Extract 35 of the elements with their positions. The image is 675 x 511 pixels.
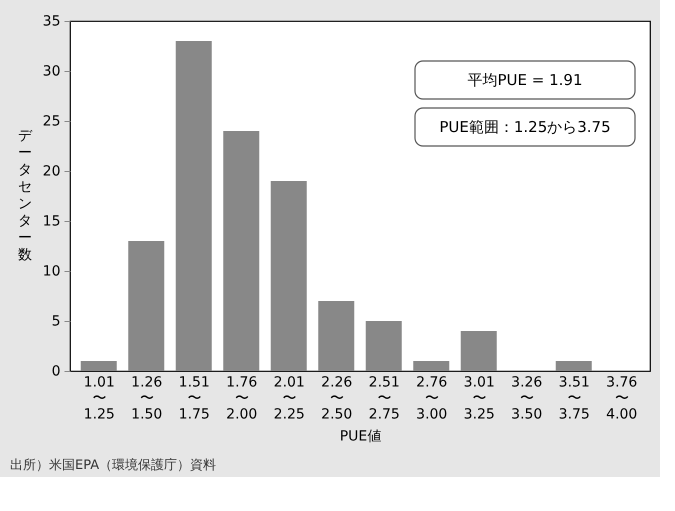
y-tick-label: 10: [42, 264, 60, 280]
x-tick-label: 3.51 〜 3.75: [558, 374, 590, 422]
bar: [318, 301, 354, 371]
annotation: PUE範囲：1.25から3.75: [439, 118, 611, 136]
y-tick-label: 35: [42, 14, 60, 30]
text: 出所）米国EPA（環境保護庁）資料: [10, 457, 216, 473]
x-tick-label: 3.26 〜 3.50: [511, 374, 542, 422]
y-tick-label: 15: [42, 214, 60, 230]
x-tick-label: 1.51 〜 1.75: [178, 374, 210, 422]
x-tick-label: 2.51 〜 2.75: [368, 374, 400, 422]
annotation: 平均PUE = 1.91: [467, 71, 583, 89]
x-axis-title: PUE値: [340, 428, 382, 444]
bar: [366, 321, 402, 371]
y-tick-label: 5: [52, 314, 60, 330]
x-tick-label: 3.76 〜 4.00: [606, 374, 638, 422]
x-tick-label: 2.76 〜 3.00: [416, 374, 448, 422]
bar: [556, 361, 592, 371]
x-tick-label: 2.01 〜 2.25: [274, 374, 305, 422]
x-tick-label: 1.01 〜 1.25: [84, 374, 115, 422]
y-tick-label: 25: [42, 114, 60, 130]
bar: [460, 331, 497, 371]
bar: [176, 41, 212, 371]
x-tick-label: 2.26 〜 2.50: [321, 374, 352, 422]
y-tick-label: 0: [52, 364, 60, 380]
y-tick-label: 30: [42, 64, 60, 80]
bar: [223, 131, 260, 371]
x-tick-label: 1.76 〜 2.00: [226, 374, 258, 422]
bar: [413, 361, 450, 371]
x-tick-label: 1.26 〜 1.50: [131, 374, 162, 422]
y-tick-label: 20: [42, 164, 60, 180]
x-tick-label: 3.01 〜 3.25: [464, 374, 495, 422]
bar: [80, 361, 117, 371]
y-axis-title: データセンター数: [18, 128, 33, 263]
bar: [128, 241, 164, 371]
bar: [270, 181, 307, 371]
